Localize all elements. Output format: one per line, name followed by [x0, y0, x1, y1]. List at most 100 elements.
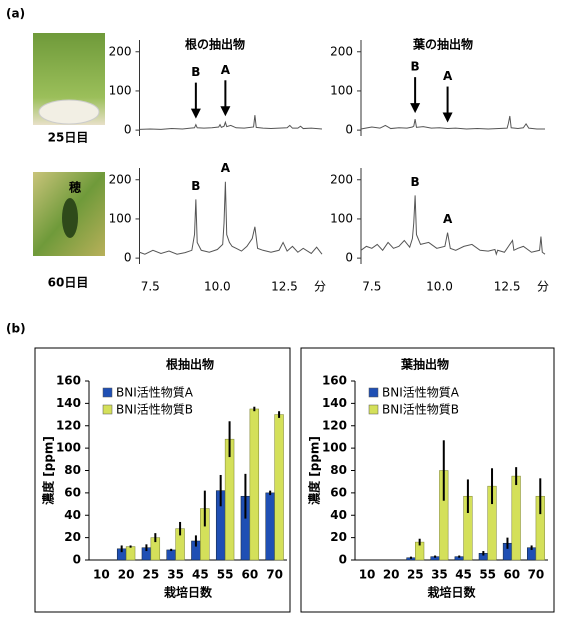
annotation: B — [411, 60, 420, 74]
legend-swatch — [368, 404, 379, 415]
x-axis-label: 分 — [314, 280, 326, 294]
y-tick-label: 100 — [322, 441, 347, 455]
y-tick-label: 100 — [56, 441, 81, 455]
y-tick-label: 200 — [330, 172, 353, 186]
y-tick-label: 0 — [339, 553, 347, 567]
arrow-head — [190, 108, 201, 119]
x-tick-label: 25 — [143, 568, 160, 582]
y-tick-label: 100 — [330, 211, 353, 225]
pot — [38, 99, 100, 125]
chart-title: 葉抽出物 — [400, 357, 449, 372]
panel-label: (b) — [6, 322, 26, 336]
annotation: B — [411, 175, 420, 189]
y-tick-label: 0 — [345, 123, 353, 137]
trace — [360, 195, 546, 256]
x-tick-label: 12.5 — [494, 280, 521, 294]
ear-shape — [62, 198, 78, 238]
y-tick-label: 80 — [64, 463, 81, 477]
x-tick-label: 10 — [93, 568, 110, 582]
annotation: A — [443, 69, 453, 83]
trace — [139, 181, 323, 255]
day-label: 60日目 — [48, 276, 89, 290]
bar — [224, 438, 235, 561]
y-tick-label: 40 — [330, 508, 347, 522]
x-axis-label: 分 — [537, 280, 549, 294]
legend-label: BNI活性物質B — [382, 402, 459, 417]
y-axis-label: 濃度 [ppm] — [307, 436, 322, 505]
arrow-head — [442, 112, 453, 123]
y-axis-label: 濃度 [ppm] — [41, 436, 56, 505]
bar — [249, 408, 260, 561]
y-tick-label: 200 — [109, 172, 132, 186]
annotation: A — [221, 161, 231, 175]
y-tick-label: 200 — [330, 44, 353, 58]
y-tick-label: 60 — [64, 485, 81, 499]
y-tick-label: 60 — [330, 485, 347, 499]
y-tick-label: 140 — [322, 396, 347, 410]
bar — [274, 414, 284, 561]
arrow-head — [220, 106, 231, 117]
x-tick-label: 60 — [242, 568, 259, 582]
y-tick-label: 0 — [124, 123, 132, 137]
y-tick-label: 140 — [56, 396, 81, 410]
y-tick-label: 120 — [322, 418, 347, 432]
y-tick-label: 0 — [345, 251, 353, 265]
x-tick-label: 10 — [359, 568, 376, 582]
bar — [166, 549, 176, 561]
x-tick-label: 70 — [528, 568, 545, 582]
chart-title: 根抽出物 — [166, 357, 214, 372]
legend-label: BNI活性物質A — [116, 385, 194, 400]
frame — [34, 347, 291, 613]
legend-label: BNI活性物質B — [116, 402, 193, 417]
y-tick-label: 100 — [109, 83, 132, 97]
y-tick-label: 160 — [56, 374, 81, 388]
annotation: B — [191, 65, 200, 79]
y-tick-label: 100 — [109, 211, 132, 225]
x-tick-label: 7.5 — [141, 280, 160, 294]
y-tick-label: 120 — [56, 418, 81, 432]
y-tick-label: 0 — [73, 553, 81, 567]
x-tick-label: 35 — [431, 568, 448, 582]
x-tick-label: 12.5 — [271, 280, 298, 294]
y-tick-label: 80 — [330, 463, 347, 477]
x-axis-label: 栽培日数 — [427, 585, 476, 600]
y-tick-label: 20 — [64, 530, 81, 544]
panel-label: (a) — [6, 7, 25, 21]
arrow-head — [410, 103, 421, 114]
legend-swatch — [102, 404, 113, 415]
y-tick-label: 160 — [322, 374, 347, 388]
x-tick-label: 25 — [407, 568, 424, 582]
chart-title: 葉の抽出物 — [412, 37, 473, 52]
x-tick-label: 35 — [167, 568, 184, 582]
y-tick-label: 20 — [330, 530, 347, 544]
x-tick-label: 55 — [479, 568, 496, 582]
annotation: A — [443, 212, 453, 226]
x-tick-label: 10.0 — [204, 280, 231, 294]
legend-label: BNI活性物質A — [382, 385, 460, 400]
trace — [360, 115, 545, 130]
trace — [139, 115, 323, 130]
legend-swatch — [102, 387, 113, 398]
chart-title: 根の抽出物 — [185, 37, 245, 52]
x-tick-label: 7.5 — [362, 280, 381, 294]
x-tick-label: 20 — [383, 568, 400, 582]
annotation: B — [191, 179, 200, 193]
photo-label: 穂 — [69, 180, 81, 195]
y-tick-label: 200 — [109, 44, 132, 58]
y-tick-label: 0 — [124, 251, 132, 265]
annotation: A — [221, 63, 231, 77]
y-tick-label: 100 — [330, 83, 353, 97]
x-tick-label: 70 — [266, 568, 283, 582]
x-tick-label: 10.0 — [426, 280, 453, 294]
x-tick-label: 55 — [217, 568, 234, 582]
bar — [125, 546, 136, 561]
y-tick-label: 40 — [64, 508, 81, 522]
x-tick-label: 45 — [455, 568, 472, 582]
x-tick-label: 45 — [192, 568, 209, 582]
bar — [265, 492, 275, 561]
x-tick-label: 60 — [503, 568, 520, 582]
legend-swatch — [368, 387, 379, 398]
x-axis-label: 栽培日数 — [164, 585, 213, 600]
bar — [511, 475, 521, 561]
